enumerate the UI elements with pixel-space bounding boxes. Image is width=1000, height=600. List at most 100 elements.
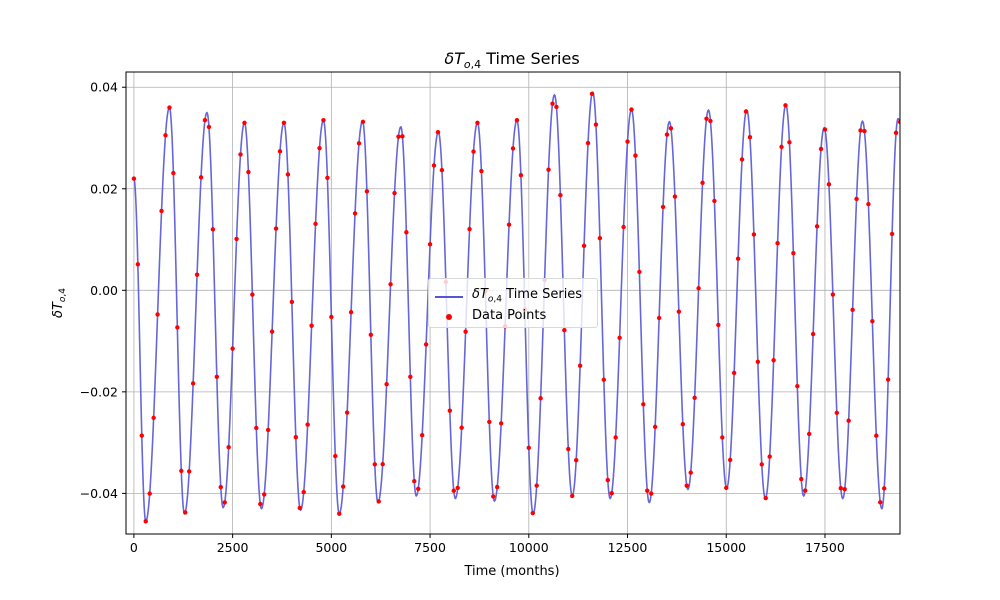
data-point	[897, 119, 900, 125]
data-point	[554, 104, 559, 110]
x-tick-label: 0	[130, 540, 138, 555]
data-point	[830, 292, 836, 297]
data-point	[700, 180, 705, 185]
data-point	[337, 511, 342, 516]
x-tick-label: 2500	[217, 540, 249, 555]
data-point	[340, 484, 346, 489]
data-point	[463, 329, 468, 334]
data-point	[250, 292, 255, 297]
data-point	[281, 120, 287, 125]
data-point	[870, 318, 875, 324]
data-point	[605, 477, 610, 483]
data-point	[325, 175, 330, 181]
data-point	[637, 269, 642, 275]
y-tick-label: 0.00	[90, 283, 118, 298]
data-point	[514, 118, 520, 123]
data-point	[581, 243, 587, 249]
data-point	[498, 421, 504, 426]
data-point	[459, 425, 464, 430]
data-point	[423, 342, 429, 347]
data-point	[206, 124, 212, 130]
data-point	[368, 332, 374, 338]
data-point	[538, 396, 543, 401]
x-tick-label: 5000	[315, 540, 347, 555]
data-point	[688, 470, 693, 475]
data-point	[889, 231, 895, 237]
data-point	[530, 510, 535, 516]
x-tick-label: 12500	[608, 540, 648, 555]
data-point	[858, 128, 863, 133]
data-point	[795, 383, 800, 389]
data-point	[546, 167, 551, 172]
data-point	[171, 170, 176, 176]
data-point	[234, 236, 239, 242]
data-point	[577, 363, 583, 368]
data-point	[712, 198, 717, 204]
x-axis-label: Time (months)	[463, 564, 559, 579]
data-point	[704, 116, 709, 121]
data-point	[198, 175, 204, 180]
data-point	[676, 309, 682, 314]
data-point	[672, 194, 678, 199]
data-point	[313, 221, 318, 227]
data-point	[404, 230, 409, 235]
data-point	[739, 157, 745, 162]
data-point	[570, 493, 575, 499]
data-point	[356, 141, 362, 146]
data-point	[613, 435, 618, 440]
data-point	[822, 127, 828, 132]
legend: δTo,4 Time Series Data Points	[428, 278, 598, 328]
data-point	[716, 322, 721, 328]
data-point	[826, 182, 832, 187]
data-point	[874, 433, 879, 438]
data-point	[562, 328, 567, 333]
data-point	[419, 433, 425, 438]
data-point	[289, 299, 295, 305]
data-point	[731, 370, 737, 376]
y-tick-label: 0.04	[90, 80, 118, 95]
data-point	[451, 488, 456, 493]
data-point	[293, 435, 299, 440]
data-point	[747, 134, 753, 140]
data-point	[321, 118, 326, 123]
data-point	[810, 331, 816, 337]
data-point	[625, 139, 630, 144]
data-point	[771, 358, 776, 363]
data-point	[755, 359, 761, 364]
data-point	[258, 501, 263, 507]
data-point	[510, 146, 516, 151]
data-point	[720, 435, 725, 440]
data-point	[344, 410, 350, 415]
data-point	[617, 335, 622, 340]
data-point	[652, 424, 658, 430]
data-point	[759, 462, 764, 467]
data-point	[190, 381, 196, 386]
data-point	[814, 224, 820, 229]
data-point	[558, 192, 563, 198]
data-point	[573, 458, 579, 463]
data-point	[416, 486, 421, 492]
data-point	[143, 519, 148, 524]
y-tick-label: −0.04	[80, 486, 118, 501]
data-point	[491, 494, 496, 499]
data-point	[621, 224, 626, 230]
data-point	[467, 226, 472, 232]
data-point	[806, 431, 812, 437]
data-point	[854, 196, 859, 202]
data-point	[179, 468, 184, 474]
data-point	[818, 146, 824, 152]
data-point	[680, 421, 686, 427]
data-point	[471, 149, 476, 154]
data-point	[167, 105, 172, 110]
x-tick-label: 10000	[509, 540, 549, 555]
data-point	[735, 256, 741, 261]
data-point	[585, 140, 591, 146]
data-point	[285, 172, 291, 177]
data-point	[265, 427, 271, 433]
data-point	[427, 242, 433, 247]
data-point	[684, 483, 689, 488]
data-point	[641, 402, 646, 407]
data-point	[882, 486, 887, 491]
data-point	[254, 425, 259, 431]
data-point	[609, 491, 614, 496]
